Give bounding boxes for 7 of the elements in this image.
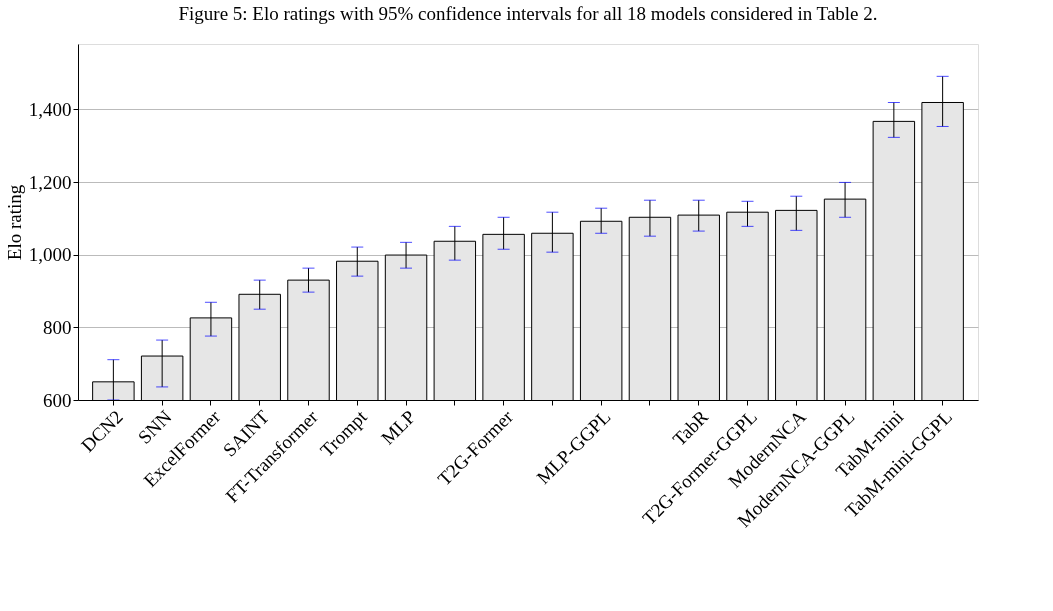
y-tick-label: 800 [43, 316, 72, 338]
y-axis-title: Elo rating [3, 184, 25, 261]
chart-title: Figure 5: Elo ratings with 95% confidence intervals for all 18 models considered in Table 2. [178, 3, 878, 24]
y-tick-label: 1,200 [28, 171, 72, 193]
y-tick-label: 600 [43, 389, 72, 411]
y-tick-label: 1,400 [28, 98, 72, 120]
y-tick-label: 1,000 [28, 244, 72, 266]
